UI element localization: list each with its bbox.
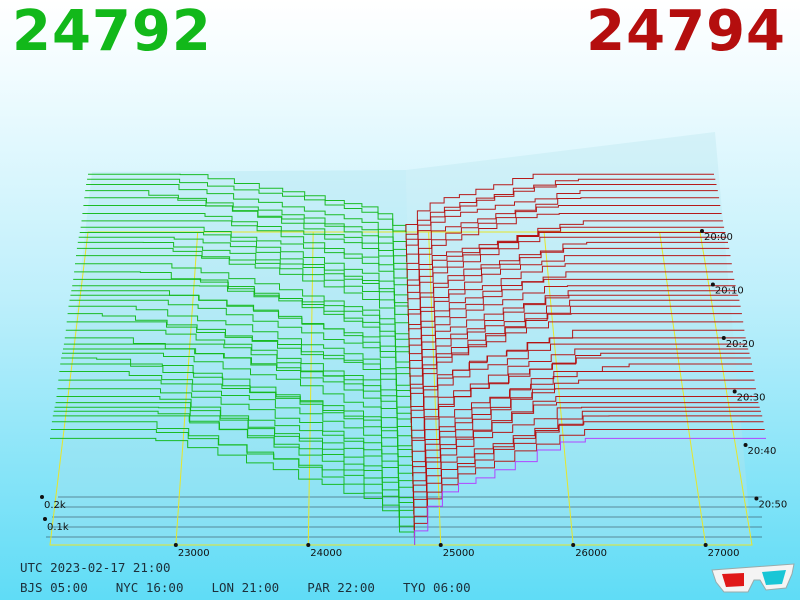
- depth-tick-label-1: 0.1k: [47, 522, 69, 533]
- timezone-2: LON 21:00: [211, 580, 280, 595]
- time-tick-label-1: 20:10: [715, 286, 744, 297]
- bid-depth-curve-28: [76, 255, 410, 332]
- grid-price-line-0: [175, 231, 199, 546]
- price-tick-label-4: 27000: [708, 548, 740, 559]
- time-tick-label-2: 20:20: [726, 339, 755, 350]
- ask-depth-curve-31: [407, 236, 727, 309]
- bid-depth-curve-32: [79, 232, 409, 301]
- ask-depth-curve-38: [406, 190, 718, 255]
- bid-depth-curve-0: [50, 437, 416, 545]
- ask-price: 24794: [586, 0, 786, 64]
- ask-depth-curve-29: [408, 247, 730, 324]
- depth-fill-layer: [50, 132, 752, 545]
- timezone-0: BJS 05:00: [20, 580, 88, 595]
- ask-depth-curve-11: [411, 363, 752, 461]
- depth-tick-label-0: 0.2k: [44, 500, 66, 511]
- time-tick-dot-5: [754, 496, 759, 501]
- bid-depth-curve-29: [76, 247, 409, 324]
- bid-depth-curve-24: [72, 285, 410, 362]
- ask-depth-curve-35: [406, 213, 722, 278]
- depth-tick-dot-1: [43, 517, 47, 521]
- timezone-list: BJS 05:00 NYC 16:00 LON 21:00 PAR 22:00 TYO …: [20, 580, 499, 595]
- timezone-4: TYO 06:00: [402, 580, 471, 595]
- bid-price: 24792: [12, 0, 212, 64]
- time-tick-label-0: 20:00: [704, 232, 733, 243]
- ask-depth-fill: [405, 132, 752, 545]
- tick-layer: 23000 24000 25000 26000 27000 20:00 20:10 20:20…: [40, 229, 787, 559]
- grid-price-line-1: [307, 231, 314, 546]
- bid-depth-curve-35: [82, 213, 408, 278]
- bid-depth-curve-18: [66, 321, 412, 408]
- time-tick-label-3: 20:30: [737, 393, 766, 404]
- price-tick-label-0: 23000: [178, 548, 210, 559]
- bid-curves-layer: [50, 173, 416, 545]
- grid-price-line-2: [428, 231, 442, 546]
- ask-curves-layer: [405, 173, 766, 545]
- ask-depth-curve-41: [405, 173, 714, 232]
- depth-tick-dot-0: [40, 495, 44, 499]
- bid-depth-curve-38: [85, 190, 407, 255]
- price-tick-dot-3: [571, 543, 576, 547]
- bid-depth-curve-40: [87, 178, 407, 240]
- utc-time: UTC 2023-02-17 21:00: [20, 560, 171, 575]
- price-tick-dot-2: [438, 543, 443, 547]
- price-tick-label-3: 26000: [575, 548, 607, 559]
- ask-depth-curve-0: [414, 437, 766, 545]
- bid-depth-curve-33: [80, 226, 409, 294]
- time-tick-dot-4: [743, 443, 748, 448]
- time-tick-dot-3: [732, 389, 737, 394]
- bid-depth-curve-30: [77, 241, 409, 316]
- price-tick-dot-1: [306, 543, 311, 547]
- timezone-3: PAR 22:00: [307, 580, 375, 595]
- ask-depth-curve-18: [410, 321, 744, 408]
- bid-depth-curve-39: [86, 184, 407, 248]
- bid-depth-curve-37: [84, 197, 408, 263]
- price-tick-dot-4: [703, 543, 708, 547]
- ask-depth-curve-27: [408, 263, 732, 339]
- ask-depth-curve-37: [406, 197, 720, 263]
- bid-depth-curve-21: [69, 299, 411, 385]
- time-tick-dot-2: [721, 336, 726, 341]
- time-tick-label-4: 20:40: [748, 446, 777, 457]
- time-tick-dot-0: [700, 229, 704, 233]
- bid-depth-curve-41: [88, 173, 407, 232]
- price-tick-label-1: 24000: [310, 548, 342, 559]
- price-tick-label-2: 25000: [443, 548, 475, 559]
- timezone-1: NYC 16:00: [115, 580, 184, 595]
- bid-depth-curve-10: [59, 371, 413, 469]
- price-tick-dot-0: [173, 543, 178, 547]
- bid-depth-curve-13: [62, 352, 413, 446]
- time-tick-label-5: 20:50: [758, 500, 787, 511]
- time-tick-dot-1: [710, 282, 715, 287]
- 3d-glasses-icon[interactable]: [710, 560, 796, 594]
